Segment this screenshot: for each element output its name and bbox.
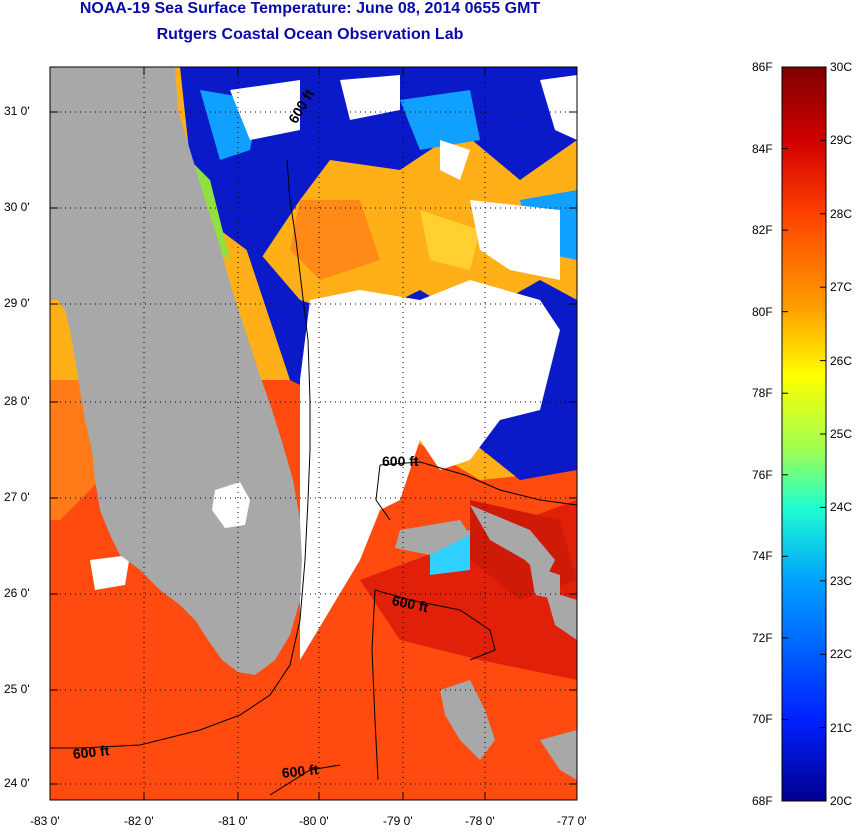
map-title: NOAA-19 Sea Surface Temperature: June 08… <box>79 0 541 17</box>
colorbar-c-label: 21C <box>830 720 853 735</box>
colorbar-f-label: 78F <box>752 386 773 401</box>
colorbar-c-label: 26C <box>830 353 853 368</box>
contour-line-tongue <box>371 589 379 781</box>
x-tick-label: -82 0' <box>124 814 154 828</box>
map-plot-area <box>50 67 577 800</box>
colorbar-c-label: 24C <box>830 500 853 515</box>
colorbar-f-label: 70F <box>752 712 773 727</box>
colorbar-f-label: 80F <box>752 304 773 319</box>
colorbar-f-label: 84F <box>752 141 773 156</box>
grand-bahama-land <box>395 520 470 555</box>
contour-label: 600 ft <box>382 453 419 469</box>
x-tick-label: -83 0' <box>30 814 60 828</box>
colorbar-c-label: 23C <box>830 573 853 588</box>
lake-okeechobee <box>212 482 250 528</box>
colorbar-f-label: 82F <box>752 223 773 238</box>
colorbar-c-label: 29C <box>830 133 853 148</box>
map-subtitle: Rutgers Coastal Ocean Observation Lab <box>156 26 464 43</box>
map-frame <box>49 66 578 801</box>
colorbar-c-label: 28C <box>830 206 853 221</box>
colorbar-c-label: 22C <box>830 647 853 662</box>
colorbar-f-label: 86F <box>752 60 773 74</box>
y-tick-label: 28 0' <box>4 394 30 408</box>
y-tick-label: 29 0' <box>4 296 30 310</box>
colorbar-f-label: 68F <box>752 794 773 808</box>
colorbar-c-label: 20C <box>830 794 853 808</box>
colorbar-c-label: 25C <box>830 427 853 441</box>
colorbar-c-label: 30C <box>830 60 853 74</box>
y-tick-label: 27 0' <box>4 490 30 504</box>
y-tick-label: 31 0' <box>4 104 30 118</box>
colorbar <box>781 66 827 802</box>
y-tick-label: 26 0' <box>4 586 30 600</box>
contour-line-bahamas-north <box>379 461 577 506</box>
x-tick-label: -77 0' <box>557 814 587 828</box>
colorbar-ticks <box>782 66 826 802</box>
y-tick-label: 24 0' <box>4 776 30 790</box>
contour-line-florida <box>50 159 311 749</box>
y-tick-label: 25 0' <box>4 682 30 696</box>
map-gridlines <box>50 67 577 800</box>
cloud-cover <box>300 280 560 660</box>
y-tick-label: 30 0' <box>4 200 30 214</box>
x-tick-label: -79 0' <box>383 814 413 828</box>
x-tick-label: -81 0' <box>218 814 248 828</box>
x-tick-label: -80 0' <box>299 814 329 828</box>
abaco-land <box>470 505 555 580</box>
colorbar-c-label: 27C <box>830 280 853 295</box>
x-tick-label: -78 0' <box>465 814 495 828</box>
andros-land <box>440 680 495 760</box>
colorbar-f-label: 72F <box>752 630 773 645</box>
colorbar-f-label: 76F <box>752 467 773 482</box>
colorbar-f-label: 74F <box>752 549 773 564</box>
axis-ticks <box>49 67 578 800</box>
